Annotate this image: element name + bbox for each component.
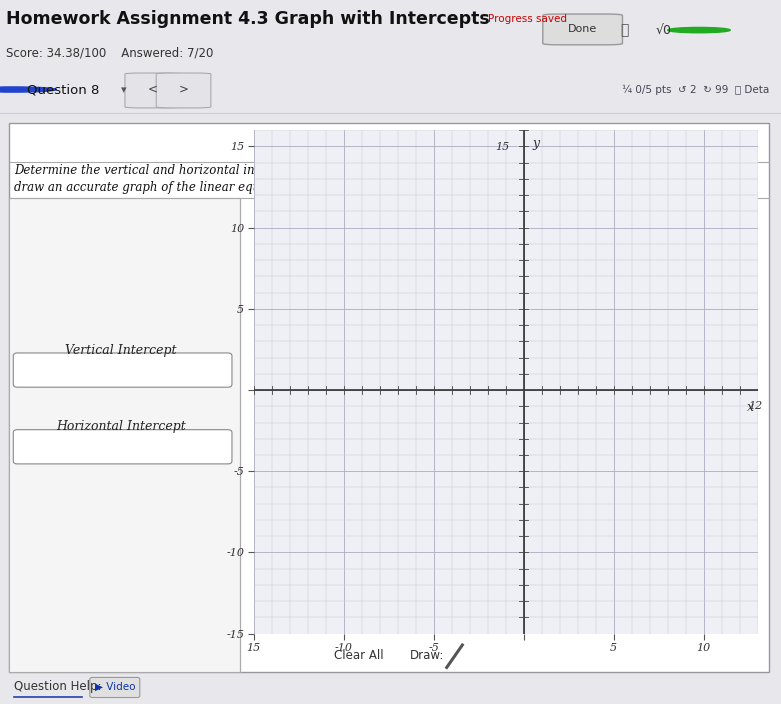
Circle shape — [0, 87, 56, 92]
FancyBboxPatch shape — [9, 123, 769, 672]
Text: 15: 15 — [495, 142, 509, 151]
FancyBboxPatch shape — [13, 353, 232, 387]
Circle shape — [668, 27, 730, 33]
Text: <: < — [148, 83, 157, 96]
Text: Clear All: Clear All — [334, 649, 384, 662]
FancyBboxPatch shape — [543, 14, 622, 45]
Text: $-20x + 5y = \ -40$: $-20x + 5y = \ -40$ — [436, 203, 572, 222]
Text: Score: 34.38/100    Answered: 7/20: Score: 34.38/100 Answered: 7/20 — [6, 46, 214, 60]
Text: x: x — [747, 401, 754, 415]
Text: ¼ 0/5 pts  ↺ 2  ↻ 99  ⓘ Deta: ¼ 0/5 pts ↺ 2 ↻ 99 ⓘ Deta — [622, 84, 769, 94]
FancyBboxPatch shape — [125, 73, 180, 108]
FancyBboxPatch shape — [90, 677, 140, 698]
Text: Question 8: Question 8 — [27, 83, 100, 96]
Text: Homework Assignment 4.3 Graph with Intercepts: Homework Assignment 4.3 Graph with Inter… — [6, 10, 490, 28]
Text: Horizontal Intercept: Horizontal Intercept — [56, 420, 186, 433]
Text: draw an accurate graph of the linear equation.: draw an accurate graph of the linear equ… — [14, 181, 294, 194]
FancyBboxPatch shape — [156, 73, 211, 108]
FancyBboxPatch shape — [9, 198, 240, 672]
Text: Progress saved: Progress saved — [488, 13, 567, 24]
Text: Draw:: Draw: — [410, 649, 444, 662]
Text: ▾: ▾ — [120, 85, 127, 96]
Text: 12: 12 — [748, 401, 763, 411]
Text: y: y — [533, 137, 540, 150]
Text: ⎙: ⎙ — [621, 23, 629, 37]
Text: Vertical Intercept: Vertical Intercept — [66, 344, 177, 356]
Text: >: > — [179, 83, 188, 96]
Text: Graphing Linear Equations: Graphing Linear Equations — [279, 142, 499, 158]
FancyBboxPatch shape — [13, 429, 232, 464]
Text: Done: Done — [568, 24, 597, 34]
Text: √0: √0 — [656, 24, 672, 37]
Text: Determine the vertical and horizontal intercept of the linear equation ‒20x + 5y: Determine the vertical and horizontal in… — [14, 163, 579, 177]
Text: Question Help:: Question Help: — [14, 680, 102, 693]
Text: ▶ Video: ▶ Video — [95, 682, 136, 692]
